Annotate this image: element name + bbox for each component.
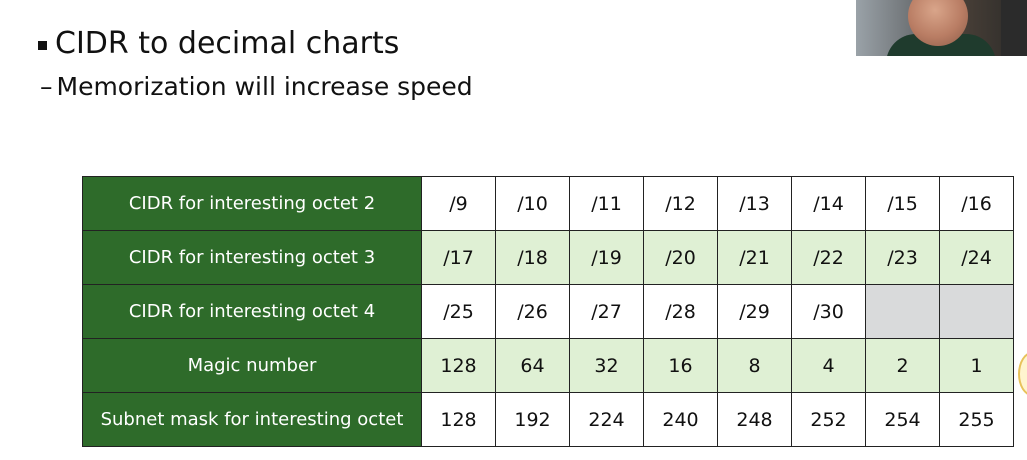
dash-bullet-icon: –: [40, 72, 53, 101]
slide-subheading: Memorization will increase speed: [56, 72, 473, 101]
table-cell: 128: [421, 392, 496, 447]
slide-sub-bullet: – Memorization will increase speed: [40, 70, 473, 104]
table-cell: 192: [495, 392, 570, 447]
table-cell: /15: [865, 176, 940, 231]
empty-cell: [939, 284, 1014, 339]
table-cell: /29: [717, 284, 792, 339]
table-cell: /24: [939, 230, 1014, 285]
table-cell: 252: [791, 392, 866, 447]
row-label: Subnet mask for interesting octet: [82, 392, 422, 447]
table-cell: /9: [421, 176, 496, 231]
table-cell: /17: [421, 230, 496, 285]
table-cell: 64: [495, 338, 570, 393]
table-cell: /13: [717, 176, 792, 231]
table-cell: 254: [865, 392, 940, 447]
table-row: CIDR for interesting octet 4 /25 /26 /27…: [82, 284, 1014, 339]
table-cell: 8: [717, 338, 792, 393]
table-cell: /22: [791, 230, 866, 285]
table-cell: /28: [643, 284, 718, 339]
table-cell: /27: [569, 284, 644, 339]
table-row: CIDR for interesting octet 3 /17 /18 /19…: [82, 230, 1014, 285]
table-row: Magic number 128 64 32 16 8 4 2 1: [82, 338, 1014, 393]
presenter-video: [856, 0, 1027, 56]
table-cell: /30: [791, 284, 866, 339]
row-label: CIDR for interesting octet 4: [82, 284, 422, 339]
cursor-highlight-icon: [1018, 352, 1027, 396]
table-cell: /10: [495, 176, 570, 231]
table-cell: 248: [717, 392, 792, 447]
table-cell: /12: [643, 176, 718, 231]
square-bullet-icon: [38, 40, 47, 50]
table-cell: 255: [939, 392, 1014, 447]
table-row: Subnet mask for interesting octet 128 19…: [82, 392, 1014, 447]
slide-bullet: CIDR to decimal charts: [38, 24, 399, 64]
row-label: CIDR for interesting octet 2: [82, 176, 422, 231]
table-cell: /23: [865, 230, 940, 285]
table-cell: 32: [569, 338, 644, 393]
table-cell: /21: [717, 230, 792, 285]
table-cell: /18: [495, 230, 570, 285]
table-cell: 4: [791, 338, 866, 393]
table-cell: 224: [569, 392, 644, 447]
table-cell: /11: [569, 176, 644, 231]
table-cell: 2: [865, 338, 940, 393]
empty-cell: [865, 284, 940, 339]
video-background: [1001, 0, 1027, 56]
table-cell: 240: [643, 392, 718, 447]
row-label: CIDR for interesting octet 3: [82, 230, 422, 285]
presenter-face: [908, 0, 968, 46]
row-label: Magic number: [82, 338, 422, 393]
cidr-chart-table: CIDR for interesting octet 2 /9 /10 /11 …: [82, 176, 1014, 447]
slide-heading: CIDR to decimal charts: [55, 26, 400, 61]
table-cell: /26: [495, 284, 570, 339]
table-row: CIDR for interesting octet 2 /9 /10 /11 …: [82, 176, 1014, 231]
table-cell: 128: [421, 338, 496, 393]
table-cell: /16: [939, 176, 1014, 231]
table-cell: 16: [643, 338, 718, 393]
table-cell: /19: [569, 230, 644, 285]
table-cell: /25: [421, 284, 496, 339]
table-cell: /20: [643, 230, 718, 285]
table-cell: /14: [791, 176, 866, 231]
table-cell: 1: [939, 338, 1014, 393]
